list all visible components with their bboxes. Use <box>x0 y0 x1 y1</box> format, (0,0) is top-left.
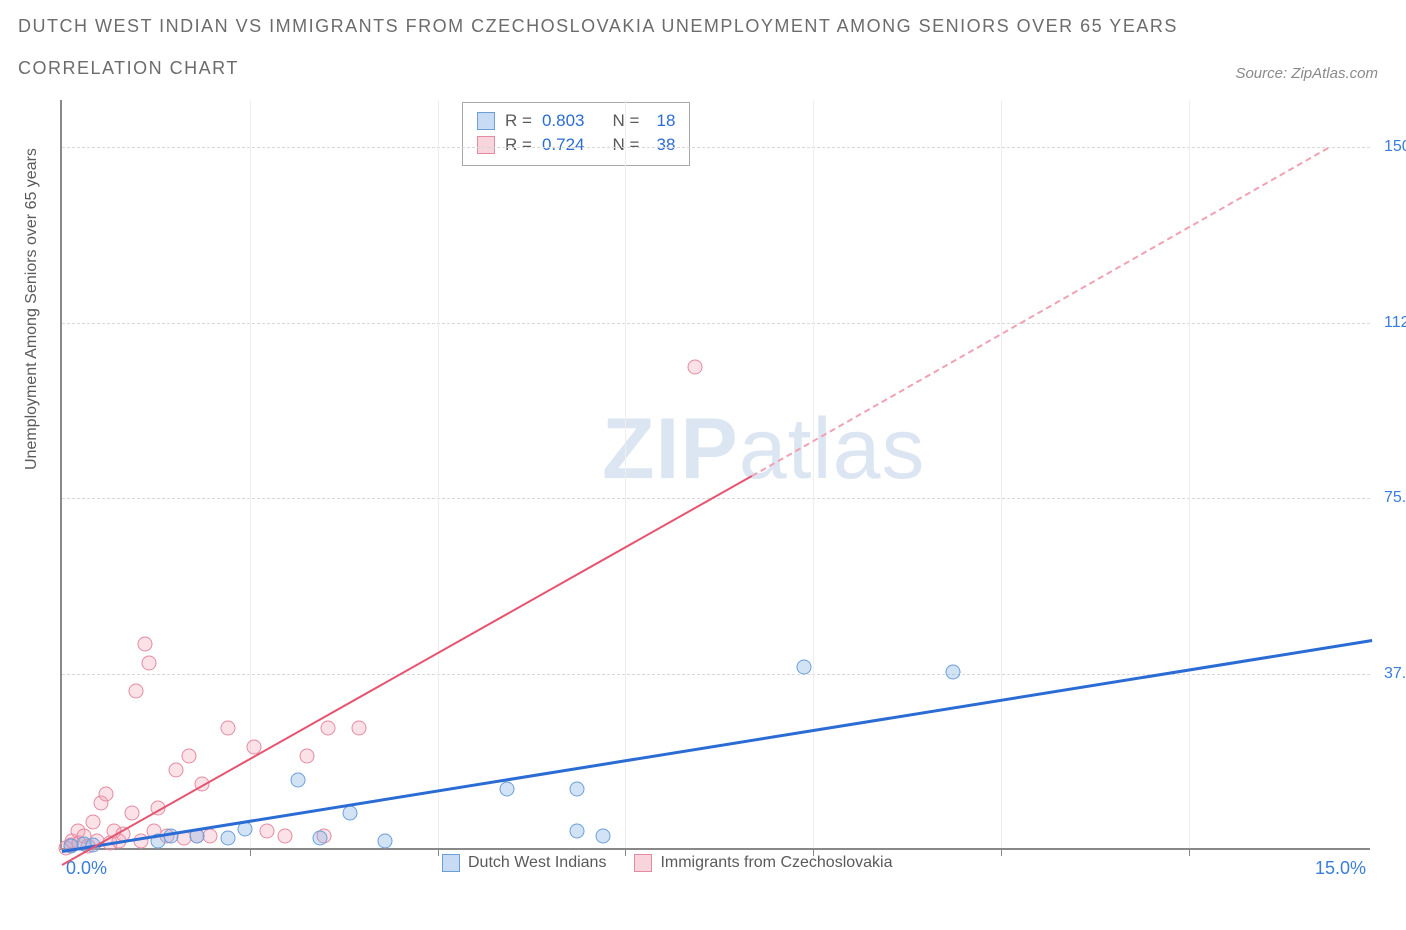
data-point-blue <box>500 782 515 797</box>
gridline-vertical <box>250 100 251 848</box>
gridline-horizontal <box>62 147 1370 148</box>
data-point-pink <box>203 828 218 843</box>
x-axis-min-label: 0.0% <box>66 858 107 879</box>
correlation-stats-box: R = 0.803 N = 18 R = 0.724 N = 38 <box>462 102 690 166</box>
r-label: R = <box>505 133 532 157</box>
data-point-pink <box>168 763 183 778</box>
y-axis-label: Unemployment Among Seniors over 65 years <box>23 148 41 470</box>
stats-row-pink: R = 0.724 N = 38 <box>477 133 675 157</box>
swatch-blue-icon <box>477 112 495 130</box>
data-point-blue <box>570 824 585 839</box>
x-tick <box>438 848 439 856</box>
gridline-vertical <box>1001 100 1002 848</box>
r-label: R = <box>505 109 532 133</box>
stats-row-blue: R = 0.803 N = 18 <box>477 109 675 133</box>
data-point-pink <box>688 360 703 375</box>
y-tick-label: 75.0% <box>1374 489 1406 507</box>
y-tick-label: 150.0% <box>1374 138 1406 156</box>
trend-line-pink-extrapolated <box>751 147 1328 477</box>
gridline-vertical <box>625 100 626 848</box>
scatter-plot-area: ZIPatlas R = 0.803 N = 18 R = 0.724 N = … <box>60 100 1370 850</box>
data-point-blue <box>220 831 235 846</box>
data-point-blue <box>290 772 305 787</box>
legend-label: Dutch West Indians <box>468 854 606 872</box>
watermark-rest: atlas <box>739 401 926 497</box>
gridline-vertical <box>813 100 814 848</box>
data-point-pink <box>351 721 366 736</box>
data-point-blue <box>945 664 960 679</box>
r-value: 0.803 <box>542 109 585 133</box>
series-legend: Dutch West Indians Immigrants from Czech… <box>442 854 893 872</box>
chart-title-line2: CORRELATION CHART <box>18 58 239 79</box>
trend-line-pink <box>62 475 753 866</box>
data-point-pink <box>181 749 196 764</box>
data-point-pink <box>321 721 336 736</box>
data-point-pink <box>260 824 275 839</box>
n-value: 18 <box>649 109 675 133</box>
data-point-pink <box>220 721 235 736</box>
x-tick <box>625 848 626 856</box>
y-tick-label: 112.5% <box>1374 314 1406 332</box>
r-value: 0.724 <box>542 133 585 157</box>
n-value: 38 <box>649 133 675 157</box>
data-point-pink <box>299 749 314 764</box>
x-tick <box>1001 848 1002 856</box>
x-tick <box>250 848 251 856</box>
legend-label: Immigrants from Czechoslovakia <box>660 854 892 872</box>
x-tick <box>813 848 814 856</box>
legend-item-blue: Dutch West Indians <box>442 854 606 872</box>
swatch-pink-icon <box>477 136 495 154</box>
gridline-horizontal <box>62 498 1370 499</box>
data-point-pink <box>85 814 100 829</box>
data-point-pink <box>98 786 113 801</box>
data-point-blue <box>312 831 327 846</box>
data-point-pink <box>129 683 144 698</box>
data-point-pink <box>124 805 139 820</box>
data-point-pink <box>142 655 157 670</box>
watermark: ZIPatlas <box>602 400 925 499</box>
gridline-vertical <box>438 100 439 848</box>
swatch-pink-icon <box>634 854 652 872</box>
x-axis-max-label: 15.0% <box>1315 858 1366 879</box>
gridline-horizontal <box>62 674 1370 675</box>
x-tick <box>1189 848 1190 856</box>
swatch-blue-icon <box>442 854 460 872</box>
watermark-bold: ZIP <box>602 401 739 497</box>
data-point-pink <box>137 636 152 651</box>
legend-item-pink: Immigrants from Czechoslovakia <box>634 854 892 872</box>
gridline-vertical <box>1189 100 1190 848</box>
data-point-blue <box>596 828 611 843</box>
data-point-blue <box>570 782 585 797</box>
chart-title-line1: DUTCH WEST INDIAN VS IMMIGRANTS FROM CZE… <box>18 16 1178 37</box>
gridline-horizontal <box>62 323 1370 324</box>
data-point-pink <box>277 828 292 843</box>
data-point-blue <box>378 833 393 848</box>
y-tick-label: 37.5% <box>1374 665 1406 683</box>
source-attribution: Source: ZipAtlas.com <box>1235 65 1378 82</box>
data-point-blue <box>797 660 812 675</box>
